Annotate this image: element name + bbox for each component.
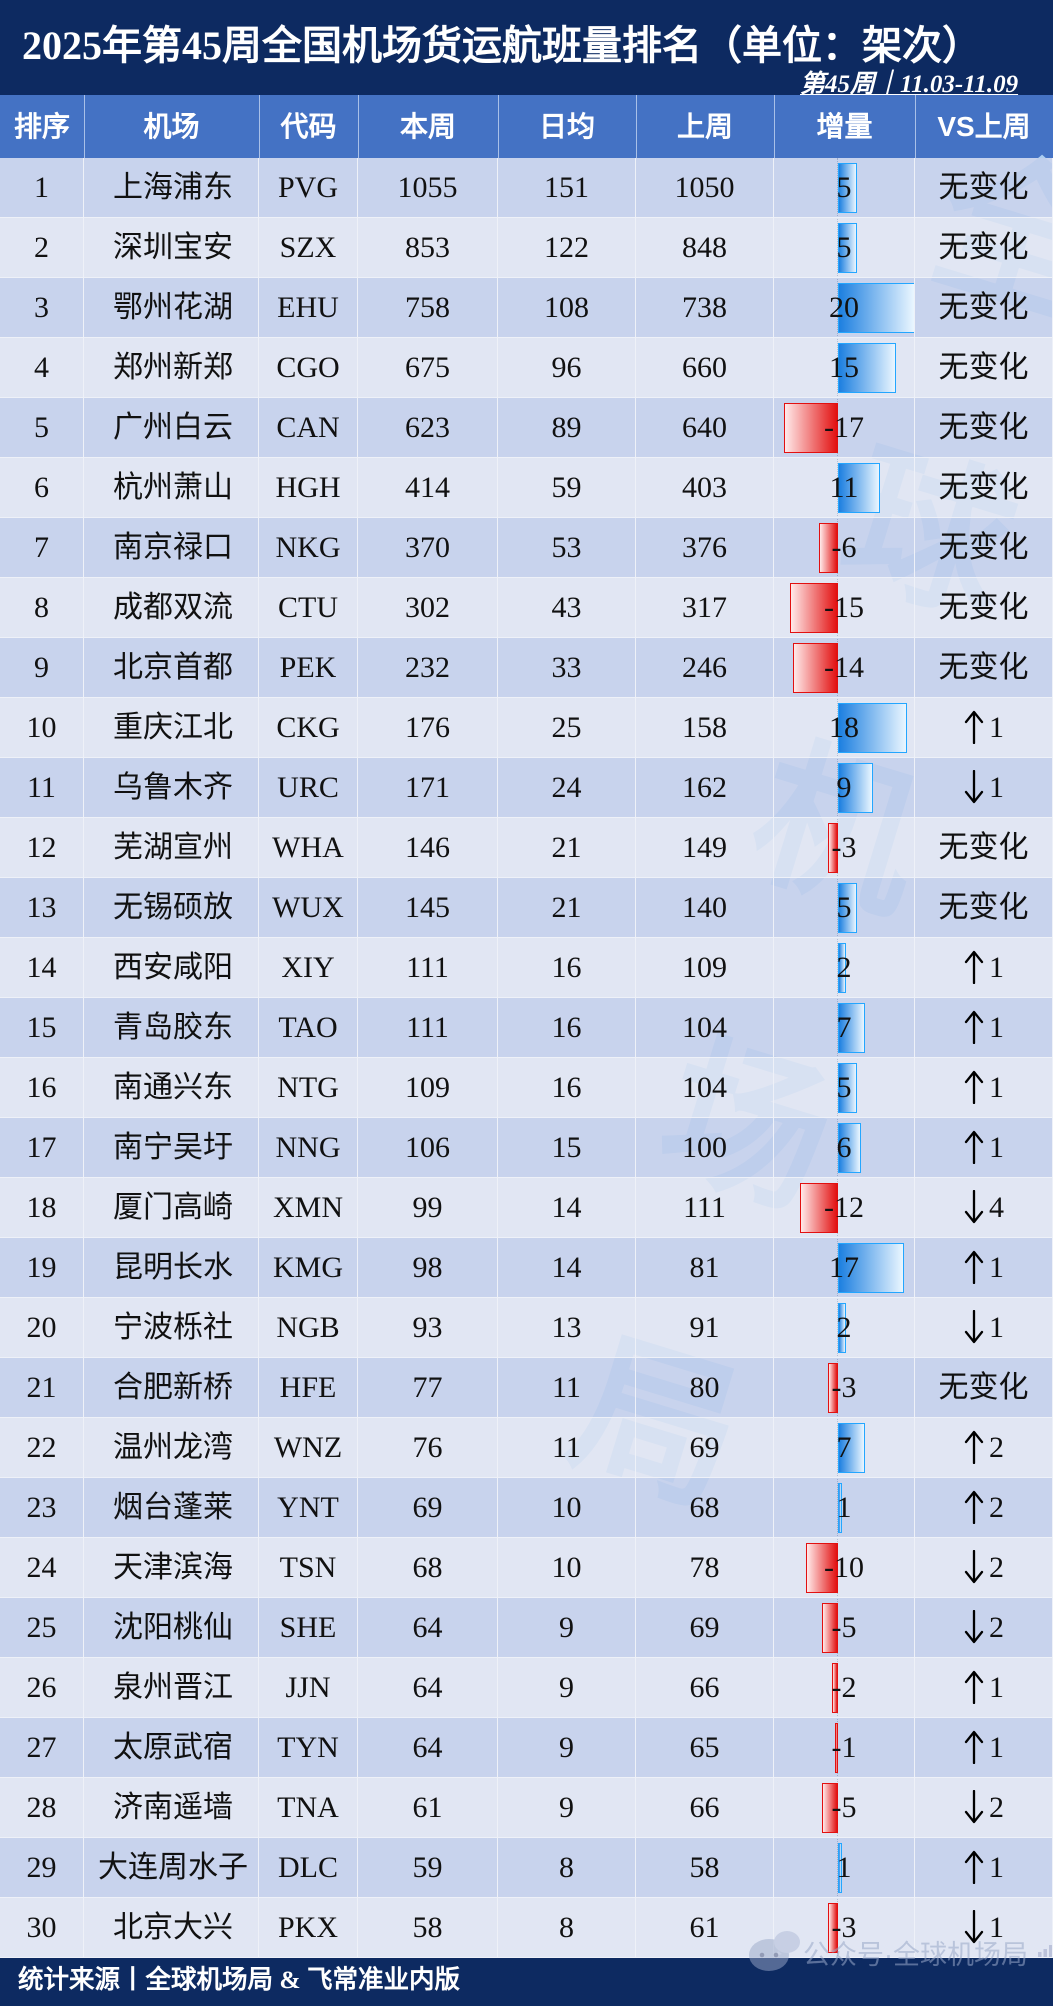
svg-text:公众号·全球机场局: 公众号·全球机场局 (803, 1940, 1028, 1970)
